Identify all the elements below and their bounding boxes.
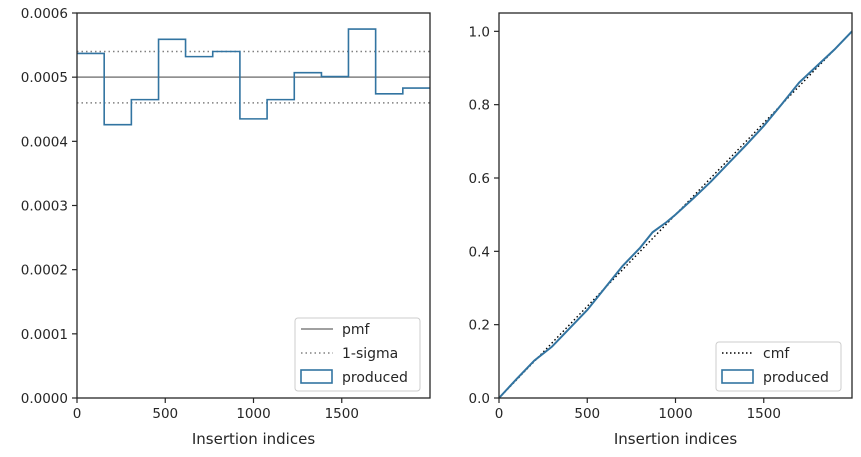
legend-sigma-label: 1-sigma <box>342 346 398 362</box>
histogram-legend: pmf 1-sigma produced <box>294 317 421 392</box>
cumulative-y-tick-label: 1.0 <box>469 24 490 40</box>
cumulative-chart: 0 500 1000 1500 0.0 0.2 0.4 0.6 0.8 1.0 Insertion… <box>469 12 853 448</box>
histogram-reference-lines <box>77 50 430 104</box>
legend-produced-label-right: produced <box>763 370 829 386</box>
histogram-y-tick-label: 0.0005 <box>21 70 68 86</box>
histogram-x-axis-label: Insertion indices <box>192 430 315 448</box>
histogram-x-tick-label: 1500 <box>325 406 359 422</box>
cumulative-x-axis-label: Insertion indices <box>614 430 737 448</box>
legend-cmf-label: cmf <box>763 346 790 362</box>
histogram-y-tick-label: 0.0003 <box>21 199 68 215</box>
histogram-x-tick-label: 500 <box>152 406 178 422</box>
histogram-x-tick-label: 1000 <box>236 406 270 422</box>
cumulative-y-tick-label: 0.6 <box>469 171 490 187</box>
cumulative-legend-box <box>715 341 842 392</box>
cumulative-x-tick-label: 1500 <box>747 406 781 422</box>
cumulative-y-tick-label: 0.8 <box>469 98 490 114</box>
cumulative-legend: cmf produced <box>715 341 842 392</box>
histogram-y-tick-label: 0.0006 <box>21 6 68 22</box>
legend-pmf-label: pmf <box>342 322 371 338</box>
produced-cumulative-line <box>498 30 853 399</box>
cumulative-y-tick-label: 0.0 <box>469 391 490 407</box>
histogram-legend-box <box>294 317 421 392</box>
cumulative-y-tick-label: 0.2 <box>469 318 490 334</box>
cumulative-x-tick-label: 500 <box>574 406 600 422</box>
histogram-y-tick-label: 0.0002 <box>21 263 68 279</box>
histogram-x-tick-label: 0 <box>73 406 82 422</box>
histogram-ticks: 0 500 1000 1500 0.0000 0.0001 0.0002 0.0003 0.00… <box>21 6 359 422</box>
histogram-chart: 0 500 1000 1500 0.0000 0.0001 0.0002 0.0003 0.00… <box>21 6 431 448</box>
legend-produced-label: produced <box>342 370 408 386</box>
legend-produced-swatch-right <box>721 369 754 384</box>
cumulative-y-tick-label: 0.4 <box>469 244 490 260</box>
cmf-line <box>498 30 853 399</box>
histogram-y-tick-label: 0.0000 <box>21 391 68 407</box>
histogram-y-tick-label: 0.0001 <box>21 327 68 343</box>
cumulative-x-tick-label: 1000 <box>658 406 692 422</box>
cumulative-x-tick-label: 0 <box>495 406 504 422</box>
cumulative-ticks: 0 500 1000 1500 0.0 0.2 0.4 0.6 0.8 1.0 <box>469 24 781 422</box>
produced-histogram-step <box>77 28 430 126</box>
histogram-y-tick-label: 0.0004 <box>21 134 68 150</box>
legend-produced-swatch <box>300 369 333 384</box>
